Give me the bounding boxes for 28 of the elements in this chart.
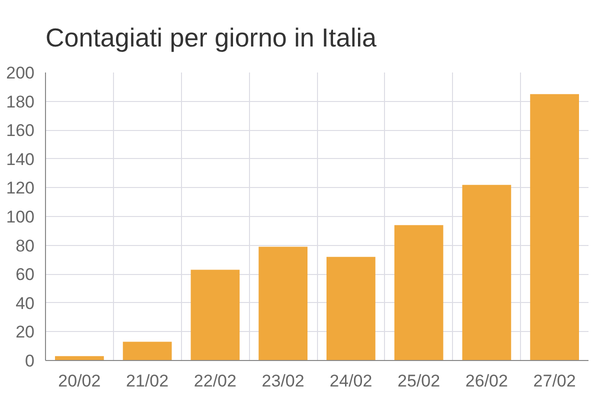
bar	[462, 184, 512, 360]
x-tick-label: 23/02	[262, 372, 304, 390]
x-tick-label: 25/02	[398, 372, 440, 390]
y-tick-label: 100	[6, 208, 35, 226]
bar	[258, 246, 308, 360]
y-tick-label: 160	[6, 121, 35, 140]
y-tick-label: 180	[6, 92, 35, 112]
x-tick-label: 24/02	[330, 372, 372, 390]
bar	[326, 256, 376, 360]
y-tick-label: 20	[16, 322, 35, 342]
x-tick-label: 22/02	[194, 372, 236, 390]
bar	[55, 356, 104, 360]
y-tick-label: 0	[25, 352, 35, 370]
chart-title: Contagiati per giorno in Italia	[46, 22, 378, 52]
x-tick-label: 27/02	[533, 372, 576, 390]
bar	[122, 342, 172, 360]
bar	[190, 270, 240, 360]
y-tick-label: 200	[6, 64, 35, 82]
y-tick-label: 40	[16, 294, 35, 313]
y-tick-label: 120	[6, 178, 35, 198]
bar	[530, 94, 579, 360]
y-tick-label: 80	[16, 236, 35, 256]
x-tick-label: 20/02	[58, 372, 101, 390]
x-tick-label: 26/02	[465, 372, 508, 390]
y-tick-label: 140	[6, 150, 35, 169]
bar	[394, 225, 444, 360]
y-tick-label: 60	[16, 265, 35, 284]
x-tick-label: 21/02	[126, 372, 169, 390]
